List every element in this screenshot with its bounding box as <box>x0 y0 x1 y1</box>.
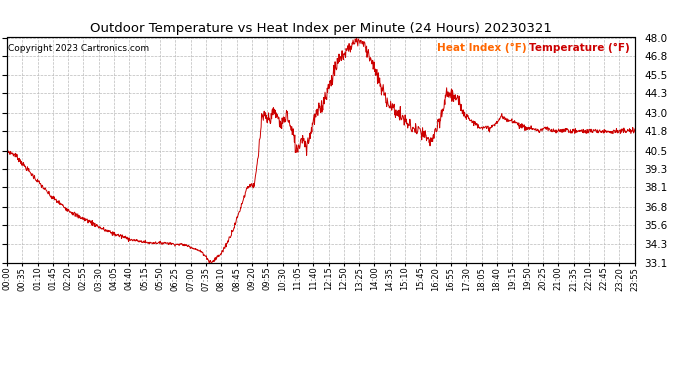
Text: Copyright 2023 Cartronics.com: Copyright 2023 Cartronics.com <box>8 44 148 53</box>
Legend: Heat Index (°F), Temperature (°F): Heat Index (°F), Temperature (°F) <box>433 39 633 57</box>
Title: Outdoor Temperature vs Heat Index per Minute (24 Hours) 20230321: Outdoor Temperature vs Heat Index per Mi… <box>90 22 552 35</box>
